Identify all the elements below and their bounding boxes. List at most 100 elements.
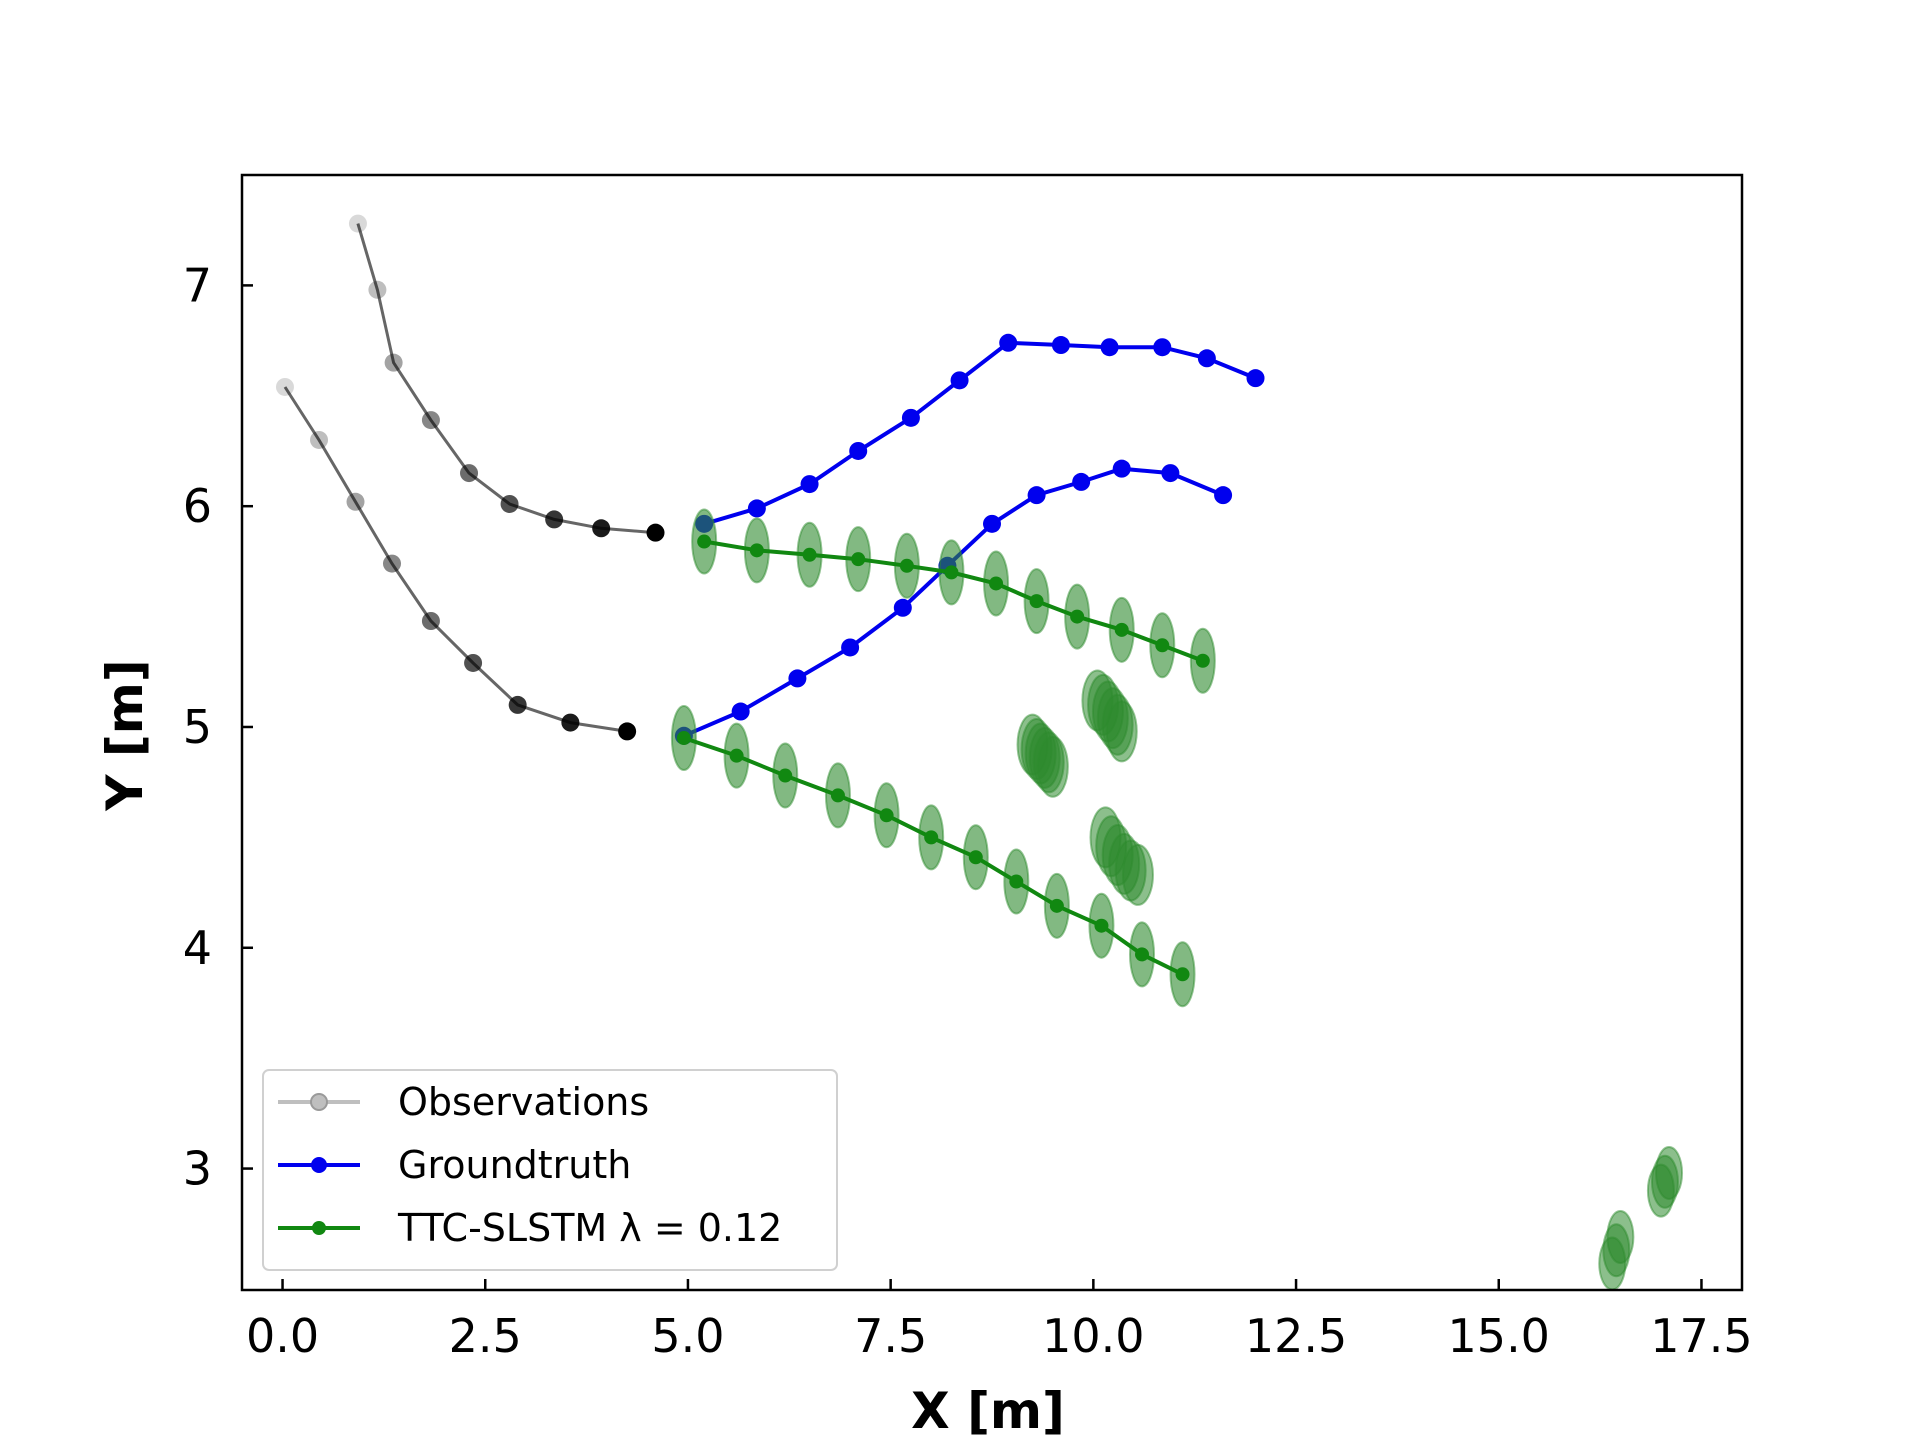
- x-tick-label: 5.0: [651, 1309, 724, 1363]
- y-tick-label: 3: [183, 1142, 212, 1196]
- groundtruth-point: [731, 702, 750, 721]
- observation-point: [508, 695, 527, 714]
- observation-point: [384, 353, 403, 372]
- prediction-uncertainty-ellipse: [1105, 700, 1138, 763]
- y-tick-label: 6: [183, 479, 212, 533]
- series-3: [674, 459, 1233, 745]
- x-axis-label: X [m]: [911, 1382, 1065, 1440]
- prediction-point: [729, 748, 744, 763]
- groundtruth-point: [1072, 472, 1091, 491]
- legend: Observations Groundtruth TTC-SLSTM λ = 0…: [262, 1069, 838, 1271]
- groundtruth-point: [1161, 464, 1180, 483]
- prediction-point: [1029, 594, 1044, 609]
- prediction-point: [1009, 874, 1024, 889]
- prediction-point: [879, 808, 894, 823]
- prediction-point: [1049, 898, 1064, 913]
- observation-point: [310, 430, 329, 449]
- groundtruth-point: [901, 408, 920, 427]
- prediction-point: [1135, 947, 1149, 962]
- legend-observations-label: Observations: [398, 1080, 649, 1124]
- x-tick-label: 7.5: [854, 1309, 927, 1363]
- prediction-point: [697, 534, 712, 549]
- legend-groundtruth-marker: [311, 1157, 327, 1173]
- y-tick-label: 7: [183, 258, 212, 312]
- groundtruth-point: [800, 475, 819, 494]
- series-0: [348, 214, 665, 542]
- prediction-point: [899, 558, 914, 573]
- observation-point: [348, 214, 367, 233]
- legend-groundtruth-label: Groundtruth: [398, 1143, 631, 1187]
- observation-point: [346, 492, 365, 511]
- observation-point: [464, 653, 483, 672]
- x-tick-label: 12.5: [1245, 1309, 1347, 1363]
- observation-point: [421, 411, 440, 430]
- groundtruth-point: [788, 669, 807, 688]
- prediction-point: [778, 768, 793, 783]
- prediction-line: [703, 539, 1204, 663]
- y-tick-label: 4: [183, 921, 212, 975]
- groundtruth-point: [1153, 338, 1172, 357]
- groundtruth-point: [1027, 486, 1046, 505]
- x-tick-label: 17.5: [1650, 1309, 1752, 1363]
- y-axis-label: Y [m]: [96, 659, 154, 811]
- plot-frame: [240, 173, 1744, 1292]
- x-tick-label: 15.0: [1448, 1309, 1550, 1363]
- series-2: [695, 333, 1265, 533]
- groundtruth-line: [703, 340, 1257, 526]
- groundtruth-point: [893, 598, 912, 617]
- x-tick-label: 0.0: [246, 1309, 319, 1363]
- prediction-line: [683, 736, 1184, 977]
- observation-point: [500, 494, 519, 513]
- series-9: [1598, 1145, 1684, 1291]
- x-tick-label: 2.5: [449, 1309, 522, 1363]
- observation-point: [646, 523, 665, 542]
- legend-prediction-label: TTC-SLSTM λ = 0.12: [397, 1206, 782, 1250]
- prediction-point: [851, 552, 866, 567]
- prediction-point: [830, 788, 845, 803]
- groundtruth-point: [1112, 459, 1131, 478]
- prediction-point: [1094, 918, 1109, 933]
- series-8: [1089, 806, 1154, 906]
- prediction-point: [1114, 622, 1129, 637]
- groundtruth-point: [1051, 336, 1070, 355]
- groundtruth-point: [999, 333, 1018, 352]
- prediction-point: [924, 830, 939, 845]
- legend-prediction-marker: [312, 1221, 326, 1235]
- observation-line: [356, 223, 656, 535]
- observation-point: [545, 510, 564, 529]
- series-5: [670, 705, 1196, 1008]
- series-4: [691, 508, 1216, 694]
- observation-point: [561, 713, 580, 732]
- prediction-uncertainty-ellipse: [1036, 735, 1069, 798]
- series-1: [275, 377, 637, 741]
- observation-point: [460, 464, 479, 483]
- observation-point: [618, 722, 637, 741]
- chart-axes: 0.0 2.5 5.0 7.5 10.0 12.5 15.0 17.5 3 4 5 6 7: [183, 173, 1753, 1363]
- observation-point: [421, 612, 440, 630]
- groundtruth-point: [983, 514, 1001, 533]
- prediction-uncertainty-ellipse: [1598, 1236, 1627, 1291]
- prediction-point: [1070, 609, 1085, 624]
- prediction-uncertainty-ellipse: [1646, 1163, 1675, 1218]
- prediction-point: [1155, 638, 1170, 653]
- observation-point: [275, 377, 294, 396]
- prediction-point: [968, 850, 983, 865]
- observation-point: [383, 554, 401, 573]
- y-tick-label: 5: [183, 700, 212, 754]
- groundtruth-point: [747, 499, 766, 518]
- groundtruth-point: [1214, 486, 1233, 505]
- prediction-point: [676, 731, 691, 746]
- prediction-point: [749, 543, 764, 558]
- chart-marks: [275, 214, 1684, 1291]
- groundtruth-point: [1246, 369, 1265, 388]
- series-6: [1016, 713, 1069, 798]
- groundtruth-point: [1100, 338, 1119, 357]
- groundtruth-point: [950, 371, 969, 390]
- groundtruth-point: [849, 441, 868, 460]
- prediction-uncertainty-ellipse: [1121, 843, 1154, 906]
- observation-point: [368, 280, 387, 299]
- x-tick-label: 10.0: [1042, 1309, 1144, 1363]
- legend-box: [262, 1069, 838, 1271]
- groundtruth-point: [1197, 349, 1216, 368]
